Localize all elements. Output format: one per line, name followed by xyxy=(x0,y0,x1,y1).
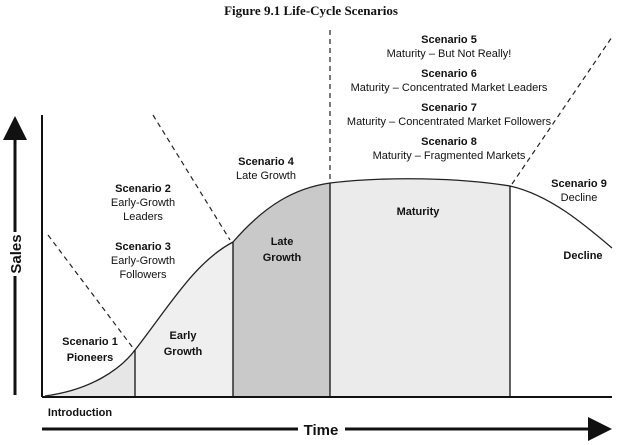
dashed-boundary-4 xyxy=(511,36,613,185)
maturity-shade xyxy=(330,178,510,397)
phase-late-growth-2: Growth xyxy=(263,252,302,264)
phase-early-growth-1: Early xyxy=(170,330,198,342)
scenario-8-name: Scenario 8 xyxy=(421,136,477,148)
scenario-2-name: Scenario 2 xyxy=(115,183,171,195)
scenario-4-name: Scenario 4 xyxy=(238,156,295,168)
early-growth-shade xyxy=(135,200,233,397)
figure-title: Figure 9.1 Life-Cycle Scenarios xyxy=(224,3,398,18)
scenario-8-desc: Maturity – Fragmented Markets xyxy=(373,150,526,162)
scenario-9-desc: Decline xyxy=(561,192,598,204)
dashed-boundary-2 xyxy=(152,114,231,241)
scenario-6-desc: Maturity – Concentrated Market Leaders xyxy=(351,82,548,94)
scenario-7-name: Scenario 7 xyxy=(421,102,477,114)
scenario-1-name: Scenario 1 xyxy=(62,336,118,348)
scenario-2-desc-2: Leaders xyxy=(123,211,163,223)
scenario-5-name: Scenario 5 xyxy=(421,34,477,46)
life-cycle-curve xyxy=(44,178,613,397)
scenario-3-desc-2: Followers xyxy=(119,269,167,281)
scenario-2-desc-1: Early-Growth xyxy=(111,197,175,209)
x-axis-label: Time xyxy=(304,422,339,439)
phase-late-growth-1: Late xyxy=(271,236,294,248)
scenario-3-desc-1: Early-Growth xyxy=(111,255,175,267)
scenario-9-name: Scenario 9 xyxy=(551,178,607,190)
late-growth-shade xyxy=(233,178,330,397)
phase-maturity: Maturity xyxy=(397,206,441,218)
scenario-4-desc: Late Growth xyxy=(236,170,296,182)
phase-introduction: Introduction xyxy=(48,407,112,419)
phase-early-growth-2: Growth xyxy=(164,346,203,358)
scenario-3-name: Scenario 3 xyxy=(115,241,171,253)
phase-decline: Decline xyxy=(563,250,602,262)
y-axis-label: Sales xyxy=(8,234,25,273)
dashed-boundary-1 xyxy=(47,234,134,349)
scenario-7-desc: Maturity – Concentrated Market Followers xyxy=(347,116,552,128)
scenario-1-desc: Pioneers xyxy=(67,352,113,364)
scenario-5-desc: Maturity – But Not Really! xyxy=(387,48,512,60)
introduction-shade xyxy=(45,300,135,397)
scenario-6-name: Scenario 6 xyxy=(421,68,477,80)
